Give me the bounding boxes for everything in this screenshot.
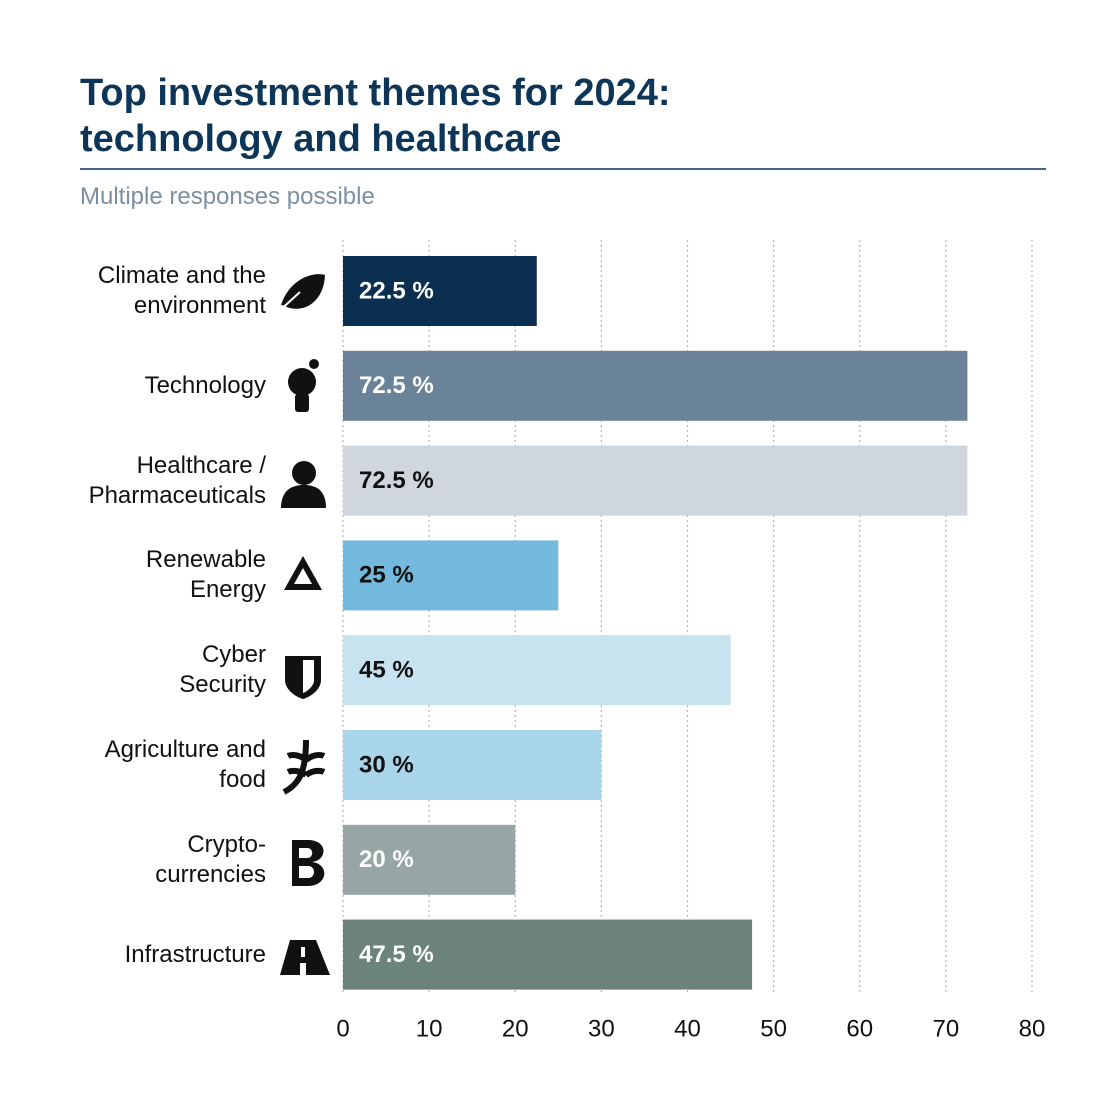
category-label: Crypto- currencies xyxy=(155,830,266,888)
bar xyxy=(343,540,559,611)
x-tick-label: 60 xyxy=(846,1015,873,1042)
icon-bulb-base xyxy=(295,394,309,412)
value-label: 25 % xyxy=(359,562,414,589)
icon-person-body xyxy=(281,485,326,508)
category-label: Cyber Security xyxy=(179,641,266,699)
value-label: 47.5 % xyxy=(359,941,434,968)
category-label: Technology xyxy=(144,371,266,399)
chart-title: Top investment themes for 2024: technolo… xyxy=(80,72,671,160)
bar xyxy=(343,919,753,990)
icon-leaf xyxy=(275,272,328,315)
bar xyxy=(343,730,602,800)
x-tick-label: 40 xyxy=(674,1015,701,1042)
x-tick-label: 50 xyxy=(760,1015,787,1042)
category-label: Infrastructure xyxy=(124,940,266,968)
category-label: Agriculture and food xyxy=(104,736,266,793)
icon-recycle xyxy=(284,556,322,590)
icon-person-head xyxy=(292,461,316,485)
icons xyxy=(275,272,330,975)
value-label: 45 % xyxy=(359,657,414,684)
category-label: Renewable Energy xyxy=(145,546,266,604)
value-label: 72.5 % xyxy=(359,372,434,399)
value-label: 30 % xyxy=(359,751,414,778)
bar xyxy=(343,635,731,706)
x-tick-label: 70 xyxy=(933,1015,960,1042)
chart-subtitle: Multiple responses possible xyxy=(80,183,375,210)
value-label: 22.5 % xyxy=(359,277,434,304)
x-tick-label: 80 xyxy=(1019,1015,1046,1042)
icon-shield-inner xyxy=(303,660,314,693)
x-tick-label: 30 xyxy=(588,1015,615,1042)
icon-gear xyxy=(309,359,319,369)
icon-plant xyxy=(282,739,326,795)
icon-bitcoin xyxy=(292,840,325,886)
category-label: Climate and the environment xyxy=(97,262,266,319)
bar xyxy=(343,824,516,895)
icon-bulb xyxy=(288,368,316,396)
x-tick-label: 0 xyxy=(336,1015,349,1042)
bar xyxy=(343,350,968,421)
icon-road xyxy=(280,940,330,975)
category-label: Healthcare / Pharmaceuticals xyxy=(88,451,266,509)
x-tick-label: 20 xyxy=(502,1015,529,1042)
bar xyxy=(343,256,537,326)
value-label: 20 % xyxy=(359,846,414,873)
value-label: 72.5 % xyxy=(359,467,434,494)
bar xyxy=(343,445,968,516)
x-tick-label: 10 xyxy=(416,1015,443,1042)
